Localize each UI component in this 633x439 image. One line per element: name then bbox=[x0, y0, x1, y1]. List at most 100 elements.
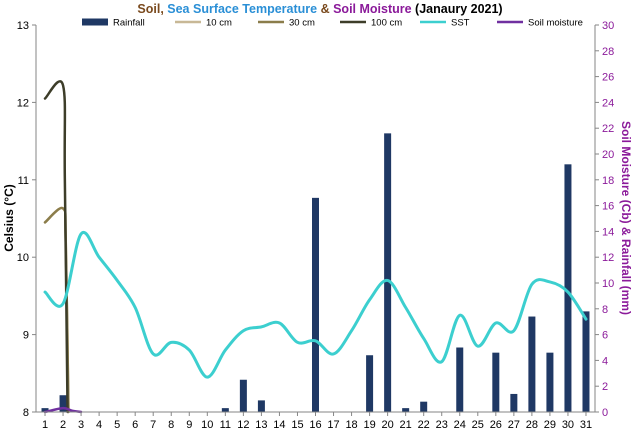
x-tick-label: 17 bbox=[327, 419, 339, 431]
x-tick-label: 11 bbox=[220, 419, 231, 431]
x-tick-label: 19 bbox=[363, 419, 375, 431]
x-tick-label: 23 bbox=[436, 419, 448, 431]
y-right-tick-label: 26 bbox=[602, 72, 614, 84]
rainfall-bar bbox=[366, 355, 374, 412]
x-tick-label: 21 bbox=[400, 419, 412, 431]
y-right-tick-label: 18 bbox=[602, 175, 614, 187]
rainfall-bar bbox=[546, 352, 554, 412]
legend-item-rainfall: Rainfall bbox=[82, 18, 145, 29]
legend-label: 100 cm bbox=[371, 18, 402, 29]
y-right-tick-label: 8 bbox=[602, 304, 608, 316]
y-left-tick-label: 10 bbox=[17, 252, 29, 264]
chart-legend: Rainfall 10 cm 30 cm 100 cm SST Soil moisture bbox=[82, 18, 583, 29]
y-left-tick-label: 12 bbox=[17, 97, 29, 109]
y-right-tick-label: 2 bbox=[602, 381, 608, 393]
x-tick-label: 7 bbox=[150, 419, 156, 431]
x-tick-label: 9 bbox=[186, 419, 192, 431]
rainfall-bar bbox=[221, 408, 229, 412]
x-tick-label: 14 bbox=[273, 419, 285, 431]
legend-item-100-cm: 100 cm bbox=[340, 18, 402, 29]
rainfall-bar bbox=[492, 352, 500, 412]
x-tick-label: 4 bbox=[96, 419, 102, 431]
rainfall-bar bbox=[420, 401, 428, 412]
rainfall-bar bbox=[582, 311, 590, 412]
legend-swatch bbox=[82, 18, 108, 26]
x-tick-label: 16 bbox=[309, 419, 321, 431]
rainfall-bar bbox=[257, 400, 265, 412]
legend-label: 10 cm bbox=[206, 18, 232, 29]
legend-label: SST bbox=[451, 18, 470, 29]
x-tick-label: 26 bbox=[490, 419, 502, 431]
y-axis-right-label: Soil Moisture (Cb) & Rainfall (mm) bbox=[619, 121, 633, 315]
rainfall-bar bbox=[528, 316, 536, 412]
x-tick-label: 30 bbox=[562, 419, 574, 431]
x-tick-label: 6 bbox=[132, 419, 138, 431]
x-tick-label: 29 bbox=[544, 419, 556, 431]
y-left-tick-label: 8 bbox=[23, 407, 29, 419]
x-tick-label: 3 bbox=[78, 419, 84, 431]
rainfall-bar bbox=[456, 347, 464, 412]
y-left-tick-label: 11 bbox=[18, 175, 29, 187]
y-right-tick-label: 0 bbox=[602, 407, 608, 419]
x-tick-label: 24 bbox=[454, 419, 466, 431]
y-right-tick-label: 24 bbox=[602, 97, 614, 109]
series-line-100-cm bbox=[43, 80, 69, 414]
legend-label: 30 cm bbox=[289, 18, 315, 29]
x-tick-label: 27 bbox=[508, 419, 520, 431]
x-tick-label: 12 bbox=[237, 419, 249, 431]
y-right-tick-label: 28 bbox=[602, 46, 614, 58]
chart-title-part: , bbox=[160, 2, 167, 16]
y-axis-left-label: Celsius (°C) bbox=[2, 184, 16, 251]
y-right-tick-label: 16 bbox=[602, 201, 614, 213]
rainfall-bar bbox=[312, 197, 319, 412]
x-tick-label: 10 bbox=[201, 419, 213, 431]
y-right-tick-label: 4 bbox=[602, 355, 608, 367]
legend-label: Rainfall bbox=[113, 18, 145, 29]
y-right-tick-label: 22 bbox=[602, 123, 614, 135]
chart-title-part: (Janaury 2021) bbox=[412, 2, 503, 16]
y-right-tick-label: 10 bbox=[602, 278, 614, 290]
y-right-tick-label: 6 bbox=[602, 330, 608, 342]
y-right-tick-label: 14 bbox=[602, 226, 614, 238]
y-right-tick-label: 30 bbox=[602, 20, 614, 32]
legend-item-sst: SST bbox=[420, 18, 470, 29]
x-tick-label: 1 bbox=[42, 419, 48, 431]
y-left-tick-label: 13 bbox=[17, 20, 29, 32]
x-tick-label: 22 bbox=[418, 419, 430, 431]
legend-item-30-cm: 30 cm bbox=[258, 18, 315, 29]
legend-label: Soil moisture bbox=[528, 18, 583, 29]
rainfall-bar bbox=[564, 164, 572, 412]
rainfall-bar bbox=[41, 408, 49, 412]
chart-title-part: & bbox=[317, 2, 333, 16]
rainfall-bar bbox=[402, 408, 410, 412]
chart-title-part: Soil bbox=[137, 2, 160, 16]
legend-item-soil-moisture: Soil moisture bbox=[497, 18, 583, 29]
rainfall-bar bbox=[384, 133, 392, 413]
y-left-tick-label: 9 bbox=[23, 330, 29, 342]
x-tick-label: 28 bbox=[526, 419, 538, 431]
chart-title-part: Soil Moisture bbox=[333, 2, 412, 16]
rainfall-bar bbox=[59, 395, 67, 412]
legend-item-10-cm: 10 cm bbox=[175, 18, 232, 29]
series-line-sst bbox=[43, 230, 588, 379]
bars-group bbox=[41, 133, 590, 413]
rainfall-bar bbox=[510, 393, 518, 412]
y-right-tick-label: 12 bbox=[602, 252, 614, 264]
x-tick-label: 5 bbox=[114, 419, 120, 431]
x-tick-label: 8 bbox=[168, 419, 174, 431]
lines-group bbox=[43, 80, 588, 414]
x-tick-label: 2 bbox=[60, 419, 66, 431]
rainfall-bar bbox=[239, 379, 247, 412]
x-tick-label: 18 bbox=[345, 419, 357, 431]
x-tick-label: 20 bbox=[382, 419, 394, 431]
chart-title-part: Sea Surface Temperature bbox=[167, 2, 317, 16]
x-tick-label: 31 bbox=[580, 419, 592, 431]
y-right-tick-label: 20 bbox=[602, 149, 614, 161]
x-tick-label: 13 bbox=[255, 419, 267, 431]
x-tick-label: 15 bbox=[291, 419, 303, 431]
x-tick-label: 25 bbox=[472, 419, 484, 431]
chart-title: Soil, Sea Surface Temperature & Soil Moi… bbox=[137, 2, 502, 16]
